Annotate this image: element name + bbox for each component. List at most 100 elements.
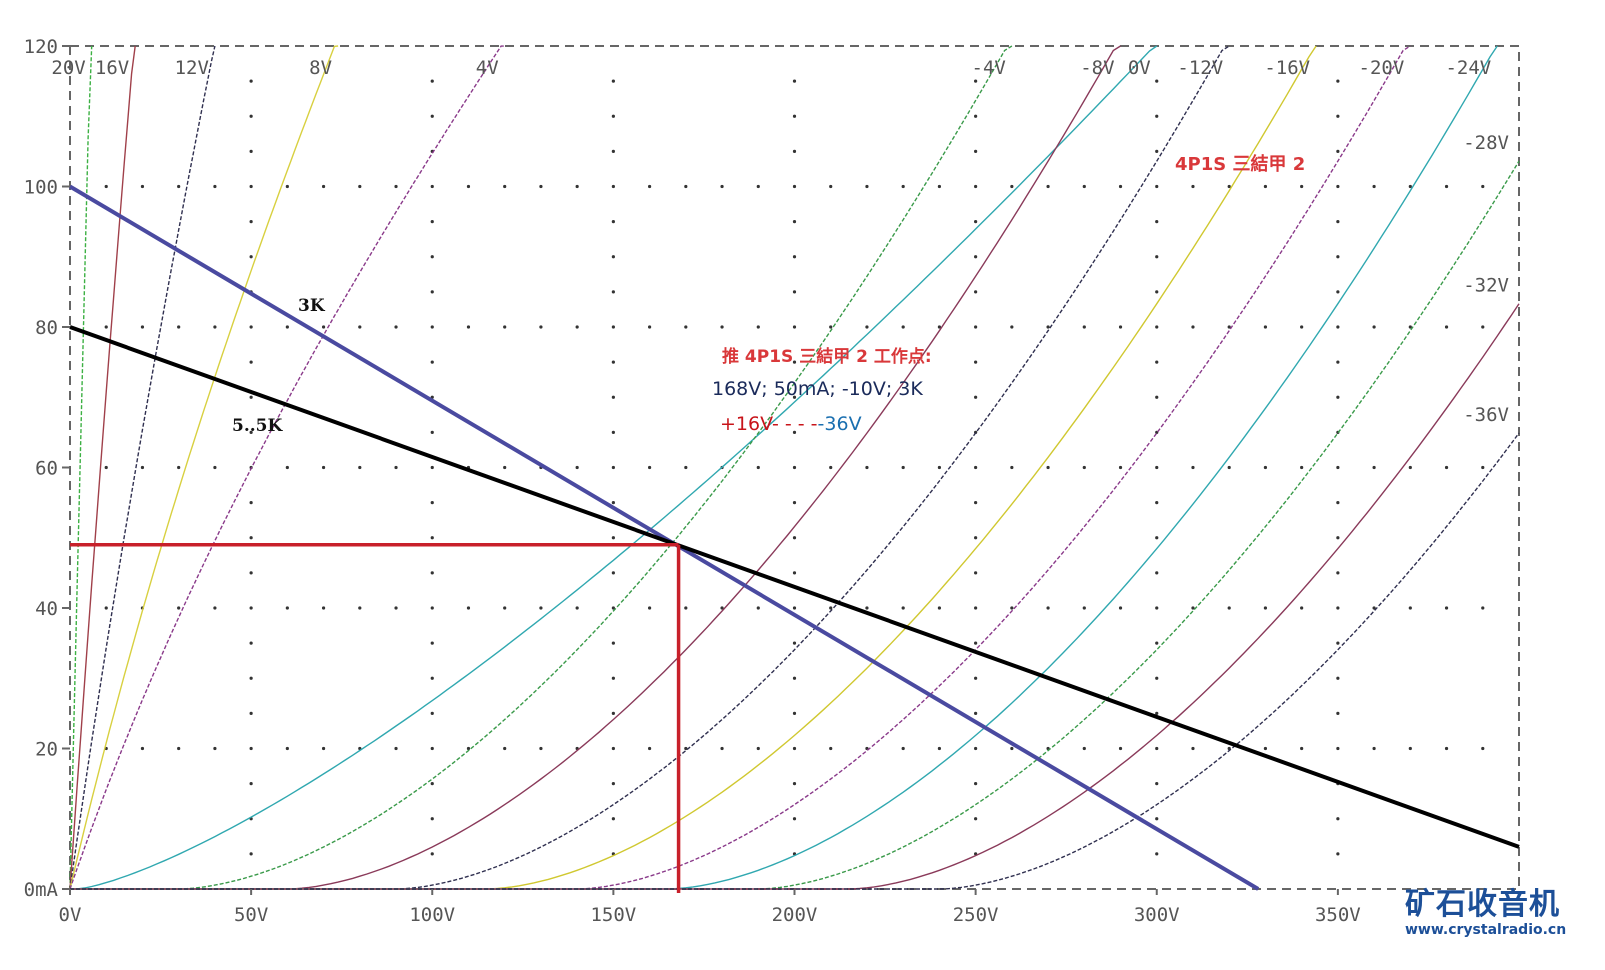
grid-dot [1227, 465, 1231, 470]
grid-dot [1155, 641, 1159, 645]
grid-dot [575, 606, 579, 610]
grid-dot [648, 465, 652, 470]
plate-curves [69, 45, 1520, 890]
grid-dot [321, 606, 326, 610]
y-tick-label: 40 [35, 598, 58, 620]
grid-dot [1046, 184, 1050, 189]
grid-dot [104, 184, 108, 189]
grid-dot [974, 290, 978, 294]
grid-dot [249, 325, 253, 329]
grid-dot [792, 746, 797, 751]
grid-dot [1300, 606, 1304, 610]
grid-dot [503, 184, 507, 189]
grid-dot [1263, 746, 1268, 751]
grid-dot [611, 711, 615, 715]
curve-label: -24V [1445, 57, 1491, 79]
grid-dot [901, 184, 905, 189]
grid-dot [1336, 325, 1340, 329]
curve-label: -16V [1264, 57, 1310, 79]
grid-dot [1155, 114, 1159, 118]
x-tick-label: 300V [1134, 904, 1180, 926]
plate-curve [69, 45, 216, 890]
grid-dot [974, 360, 978, 364]
grid-dot [394, 606, 398, 610]
grid-dot [503, 606, 507, 610]
grid-dot [1372, 325, 1376, 329]
grid-dot [829, 184, 833, 189]
grid-dot [1263, 465, 1268, 470]
grid-dot [539, 325, 543, 329]
grid-dot [1155, 852, 1159, 856]
grid-dot [1155, 711, 1159, 715]
grid-dot [430, 817, 434, 821]
grid-dot [611, 641, 615, 645]
grid-dot [1336, 465, 1340, 470]
grid-dot [466, 184, 471, 189]
grid-dot [611, 360, 615, 364]
grid-dot [1300, 746, 1304, 751]
grid-dot [1010, 325, 1014, 329]
plate-curve [70, 45, 1158, 890]
grid-dot [1336, 711, 1340, 715]
grid-dot [1191, 325, 1195, 329]
grid-dot [792, 641, 797, 645]
grid-dot [1336, 255, 1340, 259]
grid-dot [430, 501, 434, 505]
grid-dot [1155, 290, 1159, 294]
grid-dot [1336, 606, 1340, 610]
grid-dot [104, 606, 108, 610]
grid-dot [1444, 746, 1449, 751]
grid-dot [974, 184, 978, 189]
grid-dot [104, 465, 108, 470]
grid-dot [1336, 536, 1340, 540]
grid-dot [974, 114, 978, 118]
grid-dot [430, 79, 434, 83]
grid-dot [1336, 360, 1340, 364]
grid-dot [1336, 641, 1340, 645]
grid-dot [901, 325, 905, 329]
plate-curve [69, 45, 93, 890]
curve-label: 8V [309, 57, 332, 79]
grid-dot [865, 606, 869, 610]
x-tick-label: 150V [590, 904, 636, 926]
grid-dot [1481, 465, 1485, 470]
grid-dot [394, 465, 398, 470]
grid-dot [1408, 606, 1412, 610]
grid-dot [756, 465, 760, 470]
grid-dot [249, 184, 253, 189]
grid-dot [1191, 606, 1195, 610]
grid-dot [575, 465, 579, 470]
grid-swing-range: +16V- - - --36V [720, 413, 862, 435]
grid-dot [1082, 465, 1086, 470]
grid-dot [358, 184, 362, 189]
grid-dot [756, 184, 760, 189]
x-tick-label: 50V [234, 904, 268, 926]
curve-label: 0V [1128, 57, 1151, 79]
grid-dot [611, 325, 615, 329]
grid-dot [720, 606, 724, 610]
grid-dot [539, 746, 543, 751]
grid-dot [1444, 325, 1449, 329]
grid-dot [865, 184, 869, 189]
grid-dot [829, 746, 833, 751]
grid-dot [394, 325, 398, 329]
grid-dot [1336, 114, 1340, 118]
grid-dot [1155, 782, 1159, 786]
curve-label: 16V [95, 57, 129, 79]
grid-dot [974, 255, 978, 259]
grid-dot [648, 325, 652, 329]
grid-dot [611, 746, 615, 751]
grid-dot [430, 536, 434, 540]
grid-dot [611, 79, 615, 83]
y-tick-label: 20 [35, 739, 58, 761]
grid-dot [1155, 255, 1159, 259]
curve-labels: 20V 16V 12V 8V 4V 0V -4V -8V -12V -16V -20V -24V -28… [51, 57, 1509, 426]
grid-dot [430, 325, 434, 329]
grid-dot [177, 465, 181, 470]
grid-dot [792, 184, 797, 189]
grid-dot [1336, 395, 1340, 399]
grid-dot [430, 852, 434, 856]
grid-dot [1336, 817, 1340, 821]
grid-dot [1155, 149, 1159, 153]
grid-dot [684, 465, 688, 470]
